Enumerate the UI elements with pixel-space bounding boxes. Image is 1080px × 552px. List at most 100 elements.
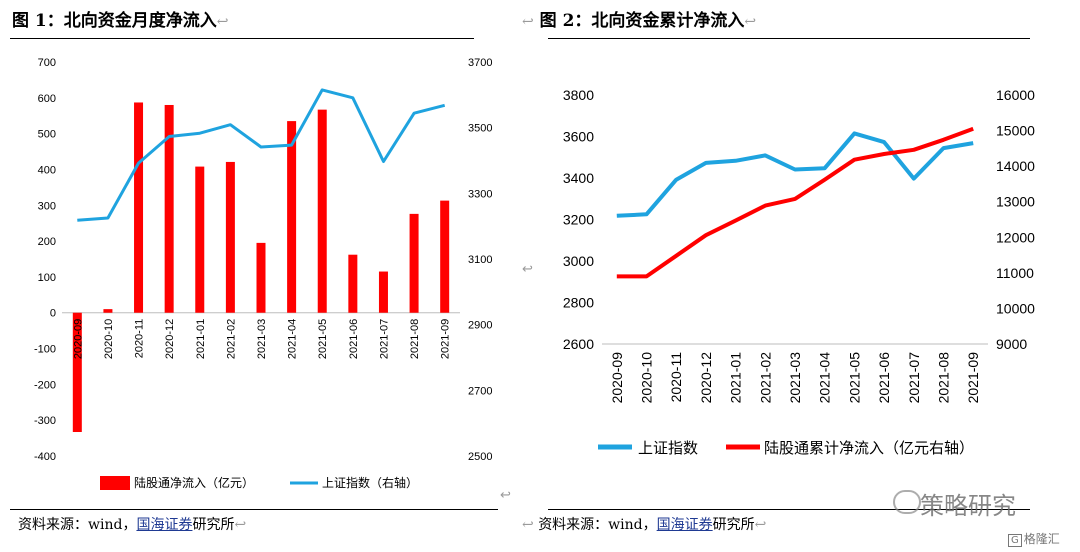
legend-label: 上证指数（右轴） [322,475,418,490]
y2-tick-label: 3700 [468,57,492,69]
y-tick-label: -100 [34,344,56,356]
fig1-title: 图 1：北向资金月度净流入↩ [12,6,228,31]
watermark-text: 策略研究 [920,492,1016,520]
bar [378,271,388,313]
fig1-title-text: 图 1：北向资金月度净流入 [12,11,217,31]
x-tick-label: 2021-03 [787,352,803,404]
bar [164,104,174,313]
bar [134,102,144,313]
return-mark: ↩ [234,517,247,533]
y-tick-label: 3000 [563,253,594,269]
x-tick-label: 2020-09 [72,319,84,359]
fig2-title-text: 图 2：北向资金累计净流入 [539,11,745,31]
y2-tick-label: 3100 [468,254,492,266]
x-tick-label: 2020-10 [103,319,115,359]
y2-tick-label: 16000 [996,87,1035,103]
gelonghui-logo: G 格隆汇 [1008,530,1060,547]
y-tick-label: 0 [50,308,56,320]
y2-tick-label: 2900 [468,320,492,332]
x-tick-label: 2021-06 [876,352,892,404]
return-mark: ↩ [522,517,534,533]
x-tick-label: 2021-02 [225,319,237,359]
chart-cumulative-inflow: 2600 2800 3000 3200 3400 3600 3800 9000 10000 110… [563,87,1035,457]
y-tick-label: 200 [38,236,56,248]
bar [440,200,450,313]
return-mark: ↩ [500,488,511,503]
return-mark: ↩ [522,262,533,277]
x-tick-label: 2021-02 [757,352,773,404]
bar [195,166,205,313]
y-tick-label: 3400 [563,170,594,186]
x-tick-label: 2020-12 [164,319,176,359]
source-prefix: 资料来源：wind， [18,517,137,533]
y-tick-label: 400 [38,164,56,176]
x-tick-label: 2021-01 [728,352,744,404]
source-prefix: 资料来源：wind， [538,517,657,533]
logo-text: 格隆汇 [1023,532,1060,546]
fig1-source: 资料来源：wind，国海证券研究所↩ [18,514,246,534]
fig2-source-rule [548,509,1030,510]
y-tick-label: -200 [34,379,56,391]
y2-tick-label: 11000 [996,265,1034,281]
logo-box: G [1008,534,1022,547]
y2-tick-label: 9000 [996,336,1027,352]
fig1-title-rule [10,38,474,39]
y-tick-label: 2600 [563,336,594,352]
x-tick-label: 2020-10 [639,352,655,404]
x-tick-label: 2021-08 [935,352,951,404]
x-tick-label: 2021-04 [817,352,833,404]
series-line [616,131,974,218]
series-line [616,126,974,279]
chart-monthly-inflow: -400 -300 -200 -100 0 100 200 300 400 500 600 700 25… [34,57,492,490]
source-link[interactable]: 国海证券 [656,517,713,533]
x-tick-label: 2021-09 [965,352,981,404]
bar [225,161,235,313]
wechat-icon [893,490,921,514]
y-tick-label: 600 [38,93,56,105]
y2-tick-label: 12000 [996,229,1035,245]
fig2-title: ↩ 图 2：北向资金累计净流入↩ [522,6,756,31]
legend-label: 上证指数 [638,440,698,457]
fig2-title-rule [548,38,1030,39]
y2-tick-label: 15000 [996,123,1035,139]
bar [103,309,113,313]
y-tick-label: 3600 [563,129,594,145]
x-tick-label: 2020-09 [609,352,625,404]
bar [256,242,266,313]
x-tick-label: 2020-11 [134,319,146,359]
source-suffix: 研究所 [712,517,755,533]
x-tick-label: 2020-12 [698,352,714,404]
y-tick-label: 300 [38,200,56,212]
bar [287,121,297,313]
x-tick-label: 2020-11 [668,352,684,403]
x-tick-label: 2021-05 [317,319,329,359]
x-tick-label: 2021-07 [906,352,922,404]
y-tick-label: 500 [38,129,56,141]
bar [317,109,327,313]
fig2-source: ↩ 资料来源：wind，国海证券研究所↩ [522,514,766,534]
y2-tick-label: 2700 [468,385,492,397]
y-tick-label: 3200 [563,212,594,228]
bar [409,213,419,313]
bar [72,312,82,433]
x-tick-label: 2021-08 [409,319,421,359]
y2-tick-label: 10000 [996,300,1035,316]
x-tick-label: 2021-04 [287,319,299,359]
legend-label: 陆股通累计净流入（亿元右轴） [764,440,974,457]
index-line [77,88,446,222]
source-suffix: 研究所 [192,517,235,533]
x-tick-label: 2021-03 [256,319,268,359]
y-tick-label: -300 [34,415,56,427]
x-tick-label: 2021-09 [440,319,452,359]
source-link[interactable]: 国海证券 [136,517,193,533]
y2-tick-label: 3500 [468,123,492,135]
fig1-source-rule [10,509,498,510]
return-mark: ↩ [754,517,767,533]
y2-tick-label: 3300 [468,188,492,200]
bar [348,254,358,313]
y-tick-label: 3800 [563,87,594,103]
x-tick-label: 2021-07 [378,319,390,359]
x-tick-label: 2021-01 [195,319,207,359]
legend-swatch-bar [100,476,130,490]
return-mark: ↩ [216,14,229,30]
